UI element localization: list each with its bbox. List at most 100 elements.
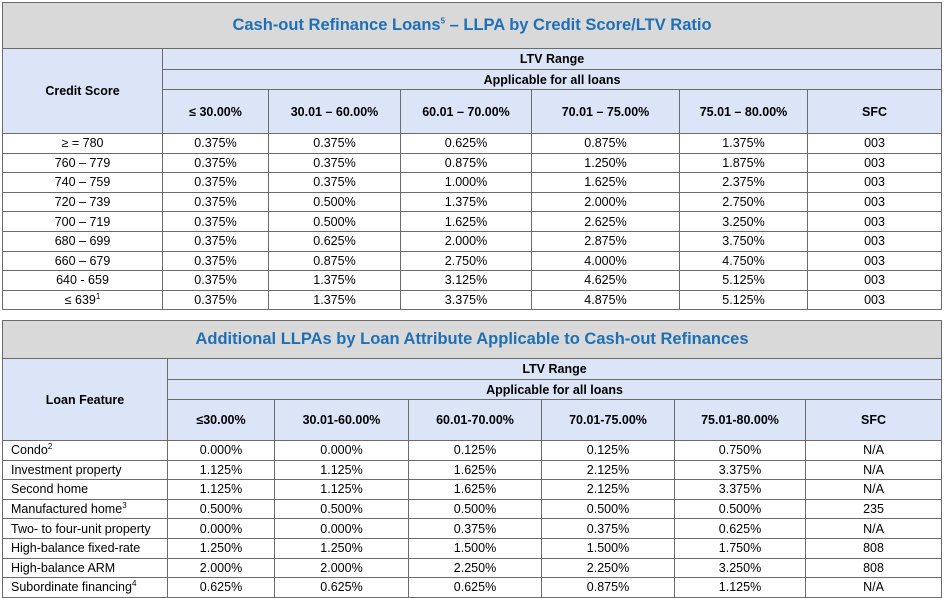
table-cell: 4.000%	[531, 250, 680, 272]
table-cell: 1.250%	[167, 537, 275, 559]
table-cell: 003	[806, 250, 943, 272]
table-cell: 5.125%	[679, 289, 808, 311]
table-row: Investment property 1.125% 1.125% 1.625% 2.1…	[2, 459, 942, 481]
table-cell: 003	[806, 211, 943, 232]
table-cell: 3.750%	[679, 230, 808, 252]
table-cell: 0.125%	[408, 440, 542, 461]
table-row: Second home 1.125% 1.125% 1.625% 2.125% 3.375…	[2, 479, 942, 500]
table-cell: 003	[806, 152, 943, 174]
table-cell: 1.125%	[167, 479, 275, 500]
table-row: 760 – 779 0.375% 0.375% 0.875% 1.250% 1.875% 0…	[2, 152, 943, 174]
table-cell: 1.125%	[274, 479, 409, 500]
table-cell: 1.375%	[679, 133, 808, 154]
table-cell: 2.250%	[408, 557, 542, 579]
table-row: 680 – 699 0.375% 0.625% 2.000% 2.875% 3.750% 0…	[2, 230, 943, 252]
table-cell: 0.375%	[268, 133, 401, 154]
table-cell: 1.375%	[268, 270, 401, 291]
row-label: 640 - 659	[2, 270, 163, 291]
table-cell: 0.625%	[400, 133, 532, 154]
table2-title: Additional LLPAs by Loan Attribute Appli…	[2, 320, 942, 359]
column-header: 60.01 – 70.00%	[400, 89, 532, 134]
table-cell: 2.625%	[531, 211, 680, 232]
table-cell: 0.625%	[408, 577, 542, 598]
table-cell: 1.500%	[408, 537, 542, 559]
table-cell: 0.375%	[541, 518, 675, 539]
row-label: 680 – 699	[2, 230, 163, 252]
row-label: High-balance ARM	[2, 557, 168, 579]
table-cell: 0.875%	[400, 152, 532, 174]
column-header: 30.01 – 60.00%	[268, 89, 401, 134]
column-header-row: ≤ 30.00% 30.01 – 60.00% 60.01 – 70.00% 70.0…	[3, 89, 943, 134]
table-row: 720 – 739 0.375% 0.500% 1.375% 2.000% 2.750% 0…	[2, 191, 943, 213]
table-cell: 0.500%	[541, 498, 675, 520]
table-row: 660 – 679 0.375% 0.875% 2.750% 4.000% 4.750% 0…	[2, 250, 943, 272]
table-cell: 0.625%	[274, 577, 409, 598]
table-cell: 0.500%	[274, 498, 409, 520]
table-row: Manufactured home3 0.500% 0.500% 0.500% 0.50…	[2, 498, 942, 520]
table-cell: 0.000%	[167, 518, 275, 539]
table-cell: 2.000%	[167, 557, 275, 579]
table-cell: 1.625%	[531, 172, 680, 193]
table-cell: N/A	[805, 577, 942, 598]
table-cell: 0.375%	[162, 211, 269, 232]
table-cell: 003	[806, 270, 943, 291]
table-cell: 1.625%	[400, 211, 532, 232]
row-label: High-balance fixed-rate	[2, 537, 168, 559]
table1-title: Cash-out Refinance Loans5 – LLPA by Cred…	[1, 2, 943, 49]
row-label: 720 – 739	[2, 191, 163, 213]
table-cell: 0.750%	[674, 440, 806, 461]
table-row: ≥ = 780 0.375% 0.375% 0.625% 0.875% 1.375% 003	[2, 133, 943, 154]
table-cell: 5.125%	[679, 270, 808, 291]
table-cell: 808	[805, 537, 942, 559]
column-header: SFC	[806, 89, 943, 134]
table-cell: 2.000%	[531, 191, 680, 213]
table-cell: 0.375%	[408, 518, 542, 539]
table-cell: 1.500%	[541, 537, 675, 559]
table-row: Condo2 0.000% 0.000% 0.125% 0.125% 0.750% N/A	[2, 440, 942, 461]
ltv-range-header: LTV Range	[167, 358, 942, 380]
table-cell: 1.250%	[531, 152, 680, 174]
table-cell: 2.250%	[541, 557, 675, 579]
footnote-marker: 3	[122, 500, 127, 510]
table-cell: 0.875%	[531, 133, 680, 154]
table-cell: 3.375%	[674, 479, 806, 500]
table-cell: 0.000%	[274, 440, 409, 461]
table-cell: 0.875%	[541, 577, 675, 598]
table-row: ≤ 6391 0.375% 1.375% 3.375% 4.875% 5.125% 003	[2, 289, 943, 311]
table-row: High-balance ARM 2.000% 2.000% 2.250% 2.250%…	[2, 557, 942, 579]
table-cell: 4.750%	[679, 250, 808, 272]
footnote-marker: 1	[95, 291, 101, 301]
table-cell: 3.375%	[674, 459, 806, 481]
table-cell: 0.625%	[268, 230, 401, 252]
row-label: Investment property	[2, 459, 168, 481]
table-cell: 0.500%	[408, 498, 542, 520]
table-cell: 0.875%	[268, 250, 401, 272]
table-cell: 0.500%	[268, 211, 401, 232]
table-cell: 1.125%	[167, 459, 275, 481]
row-label: Two- to four-unit property	[2, 518, 168, 539]
row-label: 660 – 679	[2, 250, 163, 272]
table-cell: 1.125%	[274, 459, 409, 481]
table-cell: 0.625%	[167, 577, 275, 598]
table-cell: 2.125%	[541, 459, 675, 481]
table-cell: 235	[805, 498, 942, 520]
table-cell: 0.375%	[268, 172, 401, 193]
column-header: 75.01-80.00%	[674, 399, 806, 441]
column-header-row: ≤30.00% 30.01-60.00% 60.01-70.00% 70.01-75.…	[3, 399, 942, 441]
row-label: 700 – 719	[2, 211, 163, 232]
table-cell: 003	[806, 289, 943, 311]
table-cell: 2.000%	[400, 230, 532, 252]
table-cell: 1.625%	[408, 479, 542, 500]
row-label: ≤ 6391	[2, 289, 163, 311]
table-cell: 0.500%	[674, 498, 806, 520]
table-cell: 3.250%	[674, 557, 806, 579]
table-cell: 0.375%	[162, 250, 269, 272]
table-cell: N/A	[805, 440, 942, 461]
table-row: 740 – 759 0.375% 0.375% 1.000% 1.625% 2.375% 0…	[2, 172, 943, 193]
footnote-marker: 2	[47, 442, 53, 452]
row-label: 740 – 759	[2, 172, 163, 193]
table-cell: 4.875%	[531, 289, 680, 311]
table-cell: 2.375%	[679, 172, 808, 193]
table-cell: 1.125%	[674, 577, 806, 598]
table-cell: 1.000%	[400, 172, 532, 193]
